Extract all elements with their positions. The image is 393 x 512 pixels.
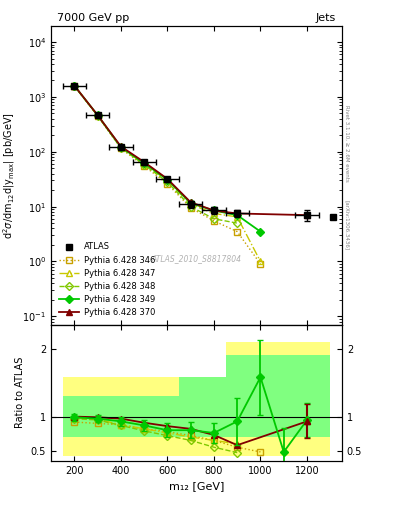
Text: 7000 GeV pp: 7000 GeV pp [57, 13, 129, 23]
Y-axis label: Ratio to ATLAS: Ratio to ATLAS [15, 357, 25, 429]
Text: Jets: Jets [316, 13, 336, 23]
X-axis label: m₁₂ [GeV]: m₁₂ [GeV] [169, 481, 224, 491]
Text: Rivet 3.1.10, ≥ 2.6M events: Rivet 3.1.10, ≥ 2.6M events [344, 105, 349, 182]
Text: ATLAS_2010_S8817804: ATLAS_2010_S8817804 [151, 254, 242, 264]
Text: [arXiv:1306.3436]: [arXiv:1306.3436] [344, 200, 349, 250]
Y-axis label: d$^2\sigma$/dm$_{12}$d|y$_{\rm max}$| [pb/GeV]: d$^2\sigma$/dm$_{12}$d|y$_{\rm max}$| [p… [1, 112, 17, 239]
Legend: ATLAS, Pythia 6.428 346, Pythia 6.428 347, Pythia 6.428 348, Pythia 6.428 349, P: ATLAS, Pythia 6.428 346, Pythia 6.428 34… [55, 239, 158, 321]
